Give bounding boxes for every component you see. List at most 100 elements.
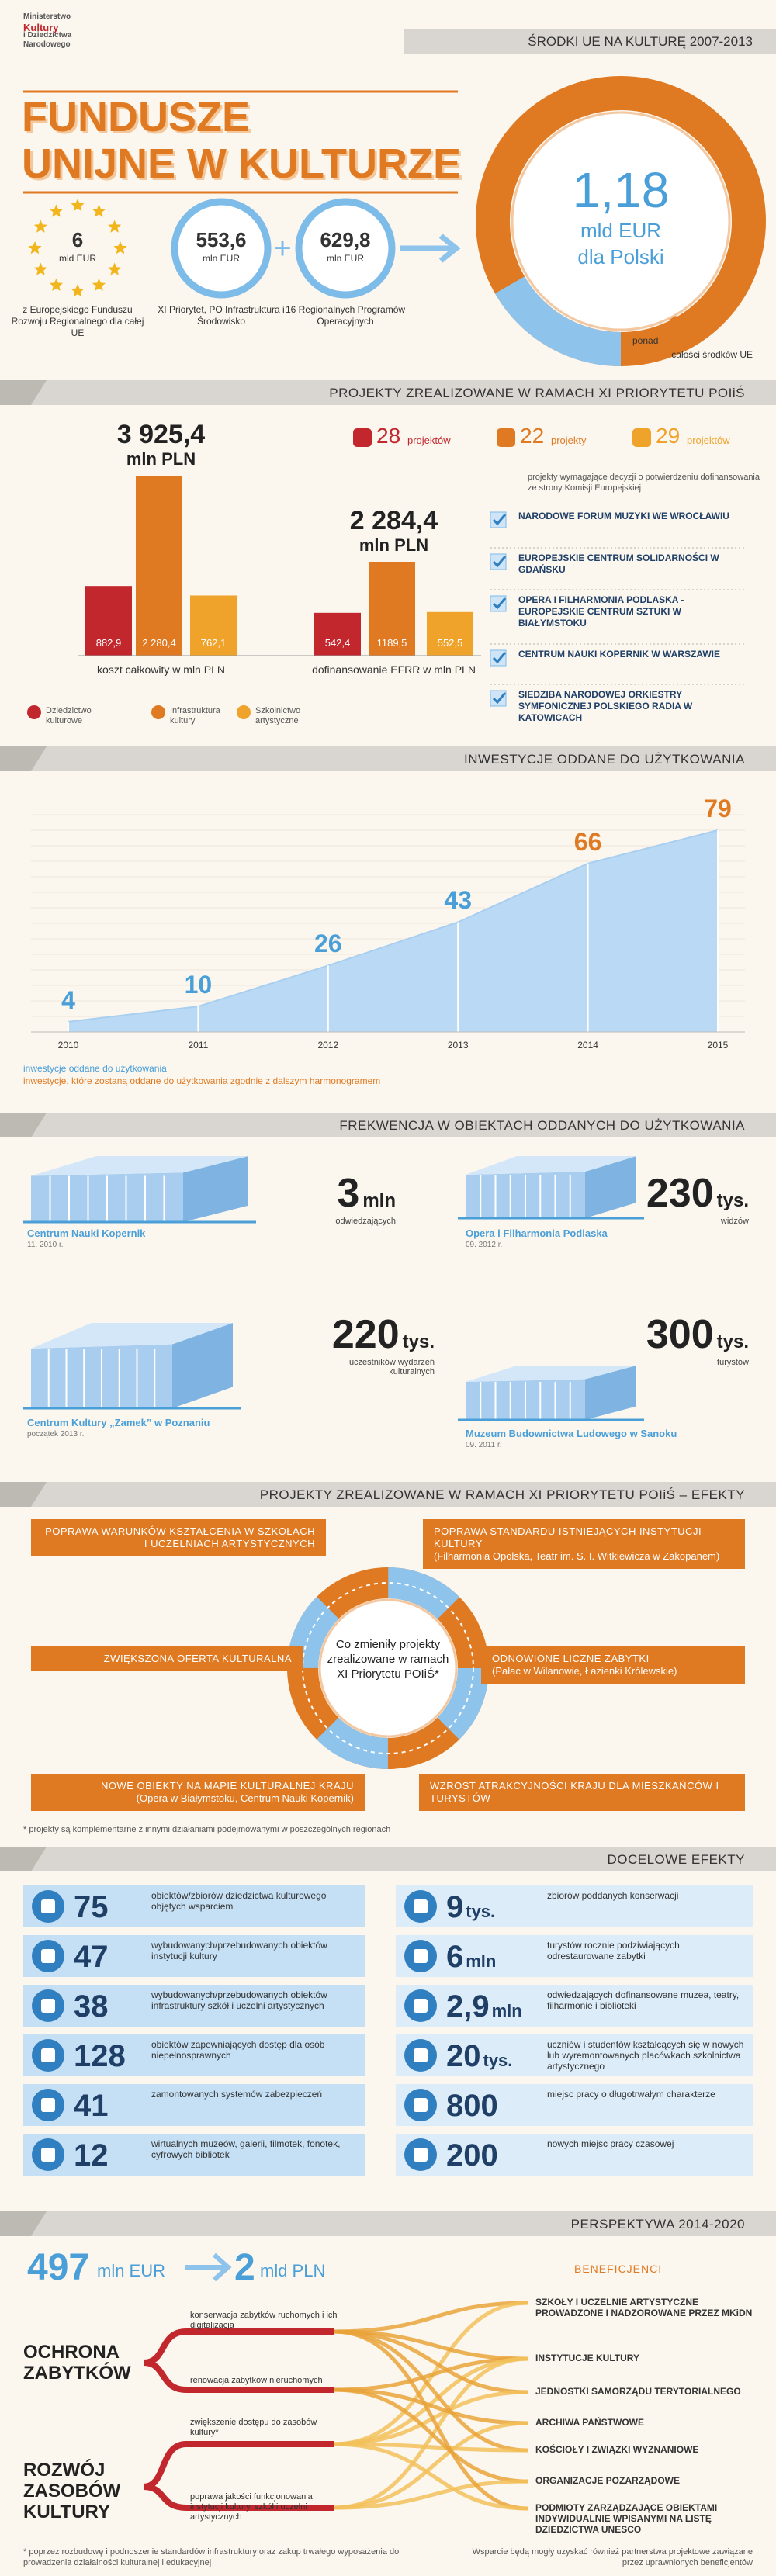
band-accent (0, 380, 47, 405)
target-glyph (41, 1999, 55, 2013)
target-unit: tys. (466, 1902, 496, 1921)
effect-title: POPRAWA STANDARDU ISTNIEJĄCYCH INSTYTUCJ… (434, 1525, 702, 1549)
count-value: 28 (376, 424, 401, 448)
legend-icon (27, 705, 41, 719)
figure-caption: turystów (717, 1358, 749, 1367)
building-side (183, 1156, 248, 1222)
figure-value: 300 (646, 1312, 714, 1357)
target-value: 9 (446, 1890, 464, 1924)
venue-date: 11. 2010 r. (27, 1241, 64, 1249)
wheel-center (318, 1598, 458, 1738)
bar (85, 586, 132, 656)
eu-star (108, 220, 122, 233)
building-side (172, 1323, 233, 1408)
fund-value: 553,6 (196, 228, 247, 251)
effect-detail: (Pałac w Wilanowie, Łazienki Królewskie) (492, 1665, 677, 1677)
figure-caption: widzów (720, 1217, 749, 1226)
footnote: Wsparcie będą mogły uzyskać również part… (472, 2547, 753, 2567)
share-prefix: ponad (632, 335, 659, 346)
eu-star (71, 199, 85, 212)
legend-label: Dziedzictwo kulturowe (46, 706, 92, 725)
band-accent (0, 746, 47, 771)
section-title: DOCELOWE EFEKTY (607, 1852, 745, 1867)
target-unit: tys. (483, 2051, 513, 2070)
target-figure: 9 tys. (446, 1890, 495, 1925)
area-fill (68, 830, 718, 1032)
target-row (23, 1985, 365, 2027)
target-text: turystów rocznie podziwiających odrestau… (547, 1940, 680, 1961)
count-icon (353, 428, 372, 447)
group-total: 2 284,4 (349, 505, 438, 535)
section-band (0, 1847, 776, 1871)
area-line (68, 829, 719, 1023)
effect-box: POPRAWA WARUNKÓW KSZTAŁCENIA W SZKOŁACH … (31, 1519, 326, 1556)
branch (143, 2360, 334, 2393)
check-icon (490, 595, 507, 612)
logo-line: Ministerstwo (23, 12, 71, 21)
effect-box: ZWIĘKSZONA OFERTA KULTURALNA (31, 1646, 303, 1671)
target-row (23, 1935, 365, 1977)
beneficiary: KOŚCIOŁY I ZWIĄZKI WYZNANIOWE (535, 2444, 699, 2455)
target-figure: 200 (446, 2138, 498, 2173)
check (492, 514, 507, 526)
footnote: * projekty są komplementarne z innymi dz… (23, 1825, 391, 1834)
link (333, 2387, 528, 2425)
bar (427, 611, 473, 656)
branch (143, 2484, 334, 2511)
count-label: projekty (551, 435, 587, 446)
fund-unit: mln EUR (326, 253, 364, 264)
building-roof (31, 1156, 248, 1176)
logo-line: Narodowego (23, 40, 71, 49)
band-accent (0, 1482, 47, 1507)
check-icon (490, 690, 507, 707)
section-title: INWESTYCJE ODDANE DO UŻYTKOWANIA (463, 752, 745, 767)
budget-unit: mln EUR (97, 2261, 166, 2280)
target-row (396, 1885, 753, 1927)
eu-star (71, 284, 85, 297)
effect-detail: (Opera w Białymstoku, Centrum Nauki Kope… (136, 1792, 354, 1804)
target-row (23, 2084, 365, 2126)
projects-note: projekty wymagające decyzji o potwierdze… (528, 473, 760, 493)
plus: + (273, 231, 291, 265)
fund-ring (171, 198, 272, 299)
check (492, 597, 507, 610)
x-label: 2012 (317, 1040, 339, 1051)
target-unit: mln (466, 1951, 497, 1971)
x-label: 2010 (57, 1040, 79, 1051)
check (492, 652, 507, 664)
target-figure: 6 mln (446, 1940, 496, 1975)
section-title: PROJEKTY ZREALIZOWANE W RAMACH XI PRIORY… (259, 1487, 745, 1502)
target-glyph (41, 1949, 55, 1963)
building-roof (31, 1323, 233, 1349)
target-value: 41 (74, 2089, 109, 2123)
header-band (404, 29, 776, 54)
fund-caption: 16 Regionalnych Programów Operacyjnych (285, 304, 406, 327)
figure: 3 mln (337, 1170, 396, 1217)
value-label: 66 (573, 827, 602, 856)
count-label: projektów (407, 435, 451, 446)
count-value: 29 (656, 424, 681, 448)
target-text: uczniów i studentów kształcących się w n… (547, 2039, 744, 2072)
beneficiary: INSTYTUCJE KULTURY (535, 2353, 640, 2363)
fund-caption: z Europejskiego Funduszu Rozwoju Regiona… (11, 304, 144, 338)
effect-box: ODNOWIONE LICZNE ZABYTKI (Pałac w Wilanow… (481, 1646, 745, 1684)
target-row (23, 2034, 365, 2076)
target-row (396, 1985, 753, 2027)
value-label: 4 (61, 985, 75, 1014)
project-item: CENTRUM NAUKI KOPERNIK W WARSZAWIE (518, 649, 720, 660)
fund-unit: mln EUR (202, 253, 240, 264)
eu-star (92, 204, 106, 217)
section-title: PERSPEKTYWA 2014-2020 (570, 2217, 745, 2231)
target-text: obiektów/zbiorów dziedzictwa kulturowego… (151, 1890, 327, 1912)
figure-unit: mln (362, 1190, 396, 1211)
bar (136, 476, 182, 656)
budget-unit: mld PLN (260, 2261, 326, 2280)
building-side (585, 1366, 636, 1420)
section-band (0, 380, 776, 405)
total-inner (511, 111, 731, 331)
branch-label: poprawa jakości funkcjonowania instytucj… (190, 2492, 313, 2522)
target-glyph (41, 1899, 55, 1913)
bar-label: 552,5 (437, 637, 463, 649)
venue-name: Centrum Kultury „Zamek” w Poznaniu (27, 1417, 210, 1428)
